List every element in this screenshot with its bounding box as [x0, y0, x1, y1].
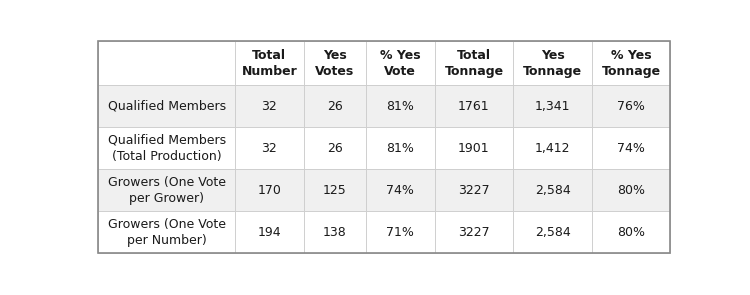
Text: Total
Tonnage: Total Tonnage — [445, 49, 503, 78]
Text: 74%: 74% — [617, 142, 645, 155]
Text: Growers (One Vote
per Number): Growers (One Vote per Number) — [108, 218, 226, 247]
Bar — [513, 127, 592, 169]
Bar — [435, 127, 513, 169]
Text: 2,584: 2,584 — [535, 226, 571, 239]
Text: % Yes
Vote: % Yes Vote — [380, 49, 421, 78]
Text: Qualified Members: Qualified Members — [108, 100, 226, 113]
Text: 80%: 80% — [617, 184, 645, 197]
Text: Yes
Tonnage: Yes Tonnage — [523, 49, 582, 78]
Bar — [592, 41, 670, 85]
Bar — [304, 85, 366, 127]
Text: 3227: 3227 — [458, 226, 490, 239]
Bar — [235, 169, 304, 212]
Bar — [513, 212, 592, 253]
Bar — [366, 85, 435, 127]
Text: 80%: 80% — [617, 226, 645, 239]
Bar — [513, 85, 592, 127]
Bar — [435, 212, 513, 253]
Bar — [366, 169, 435, 212]
Text: 26: 26 — [327, 142, 343, 155]
Bar — [592, 169, 670, 212]
Text: 2,584: 2,584 — [535, 184, 571, 197]
Text: 74%: 74% — [386, 184, 414, 197]
Text: 125: 125 — [323, 184, 346, 197]
Text: 1901: 1901 — [458, 142, 490, 155]
Text: 32: 32 — [262, 100, 278, 113]
Text: 81%: 81% — [386, 142, 414, 155]
Bar — [366, 127, 435, 169]
Bar — [435, 41, 513, 85]
Bar — [98, 212, 235, 253]
Bar — [435, 85, 513, 127]
Text: % Yes
Tonnage: % Yes Tonnage — [602, 49, 661, 78]
Text: Total
Number: Total Number — [242, 49, 297, 78]
Bar — [98, 127, 235, 169]
Text: 1,412: 1,412 — [535, 142, 570, 155]
Bar — [235, 212, 304, 253]
Bar — [304, 169, 366, 212]
Text: 71%: 71% — [386, 226, 414, 239]
Text: 1,341: 1,341 — [535, 100, 570, 113]
Bar — [366, 212, 435, 253]
Bar — [304, 41, 366, 85]
Bar — [592, 212, 670, 253]
Bar — [592, 85, 670, 127]
Text: 32: 32 — [262, 142, 278, 155]
Bar — [513, 169, 592, 212]
Text: 1761: 1761 — [458, 100, 490, 113]
Bar — [366, 41, 435, 85]
Bar — [98, 169, 235, 212]
Text: 138: 138 — [323, 226, 346, 239]
Bar — [304, 212, 366, 253]
Text: 194: 194 — [257, 226, 281, 239]
Bar — [513, 41, 592, 85]
Text: 3227: 3227 — [458, 184, 490, 197]
Text: Qualified Members
(Total Production): Qualified Members (Total Production) — [108, 134, 226, 163]
Bar — [235, 85, 304, 127]
Bar — [592, 127, 670, 169]
Text: 76%: 76% — [617, 100, 645, 113]
Bar — [98, 85, 235, 127]
Bar — [235, 41, 304, 85]
Text: Yes
Votes: Yes Votes — [315, 49, 355, 78]
Text: 26: 26 — [327, 100, 343, 113]
Bar — [435, 169, 513, 212]
Text: Growers (One Vote
per Grower): Growers (One Vote per Grower) — [108, 176, 226, 205]
Bar — [304, 127, 366, 169]
Text: 170: 170 — [257, 184, 281, 197]
Bar — [235, 127, 304, 169]
Text: 81%: 81% — [386, 100, 414, 113]
Bar — [98, 41, 235, 85]
